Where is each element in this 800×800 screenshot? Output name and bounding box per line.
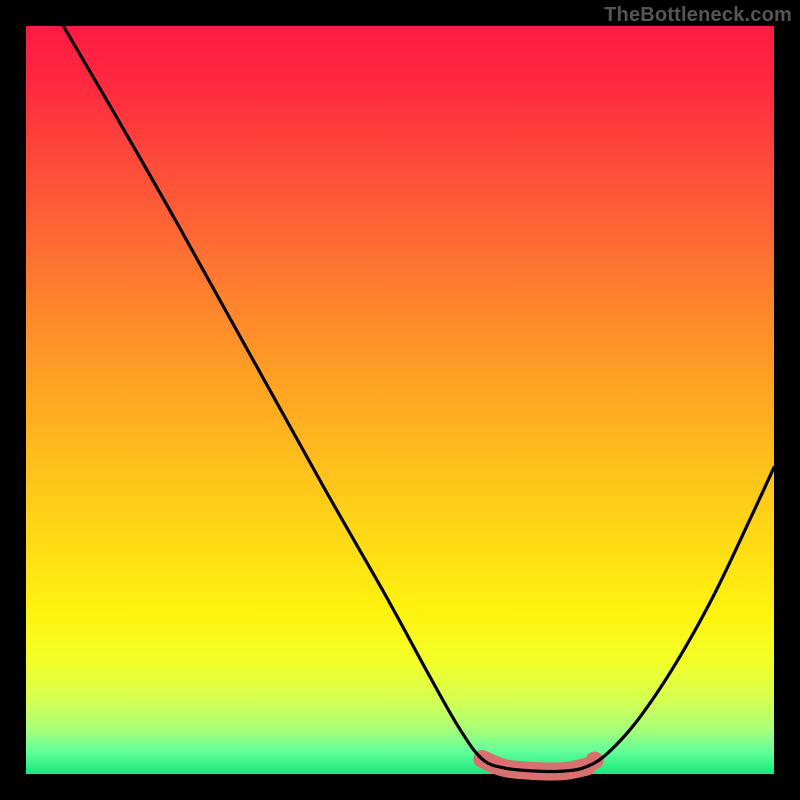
chart-plot-area — [26, 26, 774, 774]
bottleneck-chart: TheBottleneck.com — [0, 0, 800, 800]
watermark-text: TheBottleneck.com — [604, 4, 792, 27]
chart-svg — [0, 0, 800, 800]
